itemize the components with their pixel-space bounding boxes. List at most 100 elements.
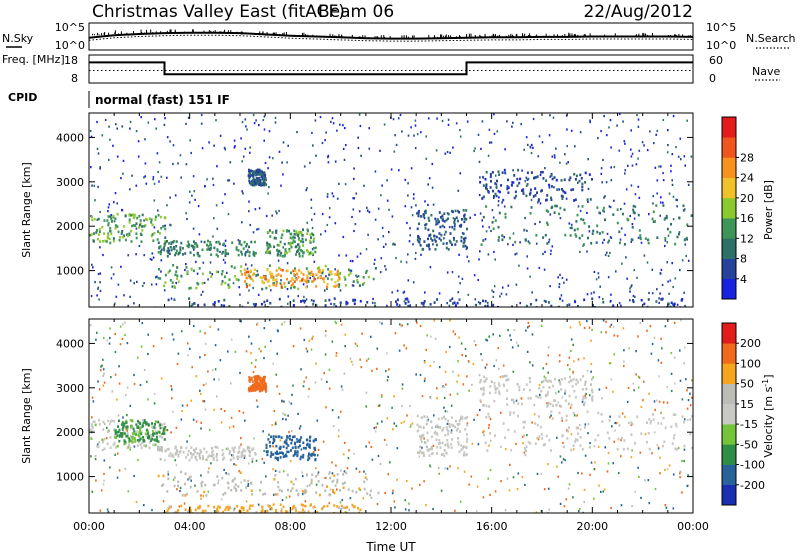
echo-cell <box>487 412 490 416</box>
echo-speckle <box>497 204 500 207</box>
echo-cell <box>275 509 277 512</box>
echo-speckle <box>303 165 306 168</box>
echo-cell <box>690 446 693 450</box>
echo-cell <box>346 301 349 305</box>
echo-cell <box>581 388 584 391</box>
echo-speckle <box>427 183 429 186</box>
noise-traces <box>88 29 694 42</box>
echo-cell <box>275 237 277 240</box>
echo-speckle <box>615 270 617 273</box>
echo-cell <box>264 174 267 177</box>
echo-speckle <box>686 484 689 488</box>
echo-speckle <box>210 462 212 465</box>
echo-cell <box>224 491 227 495</box>
echo-cell <box>123 432 126 435</box>
echo-cell <box>506 187 509 191</box>
echo-speckle <box>525 136 528 139</box>
echo-cell <box>513 430 516 433</box>
echo-speckle <box>687 183 690 186</box>
echo-cell <box>123 225 126 228</box>
echo-speckle <box>96 120 98 124</box>
echo-cell <box>317 270 320 274</box>
echo-cell <box>456 301 459 305</box>
echo-speckle <box>458 253 460 256</box>
echo-speckle <box>503 205 506 208</box>
echo-speckle <box>143 368 146 372</box>
colorbar-segment <box>722 484 736 506</box>
echo-cell <box>292 304 295 307</box>
echo-cell <box>650 419 653 423</box>
echo-speckle <box>602 490 604 493</box>
echo-speckle <box>514 253 517 256</box>
echo-speckle <box>229 161 232 164</box>
echo-speckle <box>179 486 182 489</box>
echo-cell <box>244 449 247 453</box>
echo-speckle <box>386 352 388 355</box>
echo-speckle <box>202 290 204 293</box>
echo-speckle <box>549 175 551 178</box>
echo-cell <box>159 435 162 438</box>
echo-speckle <box>548 186 551 189</box>
echo-cell <box>203 240 206 244</box>
echo-speckle <box>264 161 267 165</box>
echo-speckle <box>277 452 280 455</box>
echo-speckle <box>411 214 414 217</box>
echo-cell <box>94 423 97 427</box>
echo-speckle <box>336 488 338 491</box>
echo-speckle <box>281 499 284 502</box>
echo-cell <box>223 275 226 279</box>
echo-speckle <box>348 449 350 452</box>
echo-cell <box>550 198 553 201</box>
echo-speckle <box>530 152 533 155</box>
echo-speckle <box>276 212 278 215</box>
echo-speckle <box>127 304 129 307</box>
echo-speckle <box>398 169 400 172</box>
echo-speckle <box>247 484 249 487</box>
echo-speckle <box>164 429 167 432</box>
echo-cell <box>153 424 156 428</box>
echo-cell <box>157 276 160 280</box>
echo-speckle <box>278 392 281 395</box>
echo-speckle <box>118 469 121 472</box>
echo-speckle <box>208 141 210 144</box>
echo-speckle <box>100 365 102 368</box>
echo-cell <box>326 285 328 289</box>
echo-cell <box>176 450 179 454</box>
echo-speckle <box>557 390 560 393</box>
echo-cell <box>424 211 427 215</box>
echo-cell <box>266 453 269 457</box>
echo-cell <box>272 453 275 456</box>
echo-speckle <box>412 197 415 200</box>
echo-cell <box>548 438 551 442</box>
echo-speckle <box>257 503 260 506</box>
echo-cell <box>507 428 510 432</box>
echo-speckle <box>400 324 402 328</box>
echo-speckle <box>459 172 462 175</box>
echo-cell <box>488 391 491 395</box>
echo-cell <box>431 426 434 430</box>
echo-cell <box>279 254 282 257</box>
echo-speckle <box>324 139 326 142</box>
echo-cell <box>160 446 163 449</box>
echo-speckle <box>631 223 634 226</box>
echo-speckle <box>108 158 110 161</box>
echo-cell <box>251 448 254 452</box>
echo-speckle <box>605 181 608 184</box>
echo-speckle <box>187 478 189 481</box>
echo-cell <box>152 239 155 242</box>
echo-cell <box>173 239 176 243</box>
echo-speckle <box>177 162 179 165</box>
echo-speckle <box>91 490 94 493</box>
echo-speckle <box>385 268 387 271</box>
echo-cell <box>447 419 450 423</box>
echo-cell <box>577 305 579 307</box>
echo-cell <box>416 423 419 427</box>
echo-cell <box>341 482 344 485</box>
echo-speckle <box>396 447 399 450</box>
echo-cell <box>460 239 463 243</box>
echo-cell <box>227 447 229 451</box>
echo-speckle <box>107 510 110 513</box>
echo-speckle <box>406 414 408 417</box>
echo-speckle <box>256 270 259 273</box>
echo-cell <box>421 451 424 455</box>
